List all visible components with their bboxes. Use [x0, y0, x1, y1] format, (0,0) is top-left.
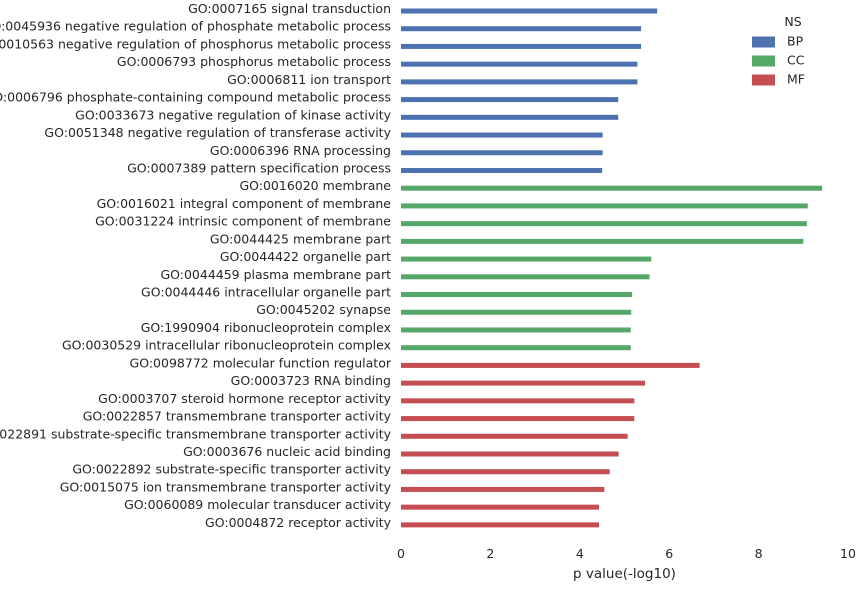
legend: NS BP CC MF — [752, 14, 805, 87]
bar-cc — [401, 309, 632, 315]
bar-cc — [401, 256, 652, 262]
bar-cc — [401, 221, 807, 227]
bar-cc — [401, 327, 631, 333]
category-labels: GO:0007165 signal transduction GO:0045936… — [0, 1, 392, 530]
category-label: GO:0003723 RNA binding — [231, 373, 391, 388]
category-label: GO:0003676 nucleic acid binding — [183, 444, 391, 459]
x-tick-label: 8 — [755, 546, 763, 561]
category-label: GO:0003707 steroid hormone receptor acti… — [98, 391, 391, 406]
category-label: GO:0044446 intracellular organelle part — [141, 285, 391, 300]
bar-cc — [401, 292, 633, 298]
category-label: GO:0022891 substrate-specific transmembr… — [0, 426, 392, 441]
category-label: GO:0030529 intracellular ribonucleoprote… — [62, 338, 391, 353]
bar-cc — [401, 345, 631, 351]
category-label: GO:0016021 integral component of membran… — [97, 196, 392, 211]
bar-cc — [401, 274, 650, 280]
x-axis-ticks: 0 2 4 6 8 10 — [397, 546, 856, 561]
category-label: GO:0016020 membrane — [239, 178, 391, 193]
category-label: GO:0006811 ion transport — [227, 72, 391, 87]
legend-swatch-cc — [752, 55, 775, 67]
category-label: GO:0010563 negative regulation of phosph… — [0, 36, 391, 51]
category-label: GO:0044425 membrane part — [210, 231, 391, 246]
bar-bp — [401, 150, 603, 156]
category-label: GO:0007165 signal transduction — [188, 1, 391, 16]
legend-label-bp: BP — [787, 34, 804, 49]
bar-bp — [401, 8, 658, 14]
bar-mf — [401, 433, 628, 439]
category-label: GO:0098772 molecular function regulator — [130, 355, 392, 370]
bar-mf — [401, 398, 635, 404]
bar-bp — [401, 167, 603, 173]
x-tick-label: 4 — [576, 546, 584, 561]
legend-label-cc: CC — [787, 53, 805, 68]
category-label: GO:0006396 RNA processing — [210, 143, 391, 158]
legend-swatch-mf — [752, 74, 775, 86]
bar-mf — [401, 380, 646, 386]
category-label: GO:0031224 intrinsic component of membra… — [95, 214, 391, 229]
category-label: GO:0060089 molecular transducer activity — [124, 497, 392, 512]
x-axis-title: p value(-log10) — [573, 566, 676, 582]
x-tick-label: 10 — [840, 546, 856, 561]
category-label: GO:0007389 pattern specification process — [127, 160, 391, 175]
category-label: GO:0044459 plasma membrane part — [160, 267, 391, 282]
legend-label-mf: MF — [787, 72, 805, 87]
category-label: GO:0004872 receptor activity — [205, 515, 392, 530]
category-label: GO:1990904 ribonucleoprotein complex — [141, 320, 391, 335]
bar-mf — [401, 451, 619, 457]
category-label: GO:0044422 organelle part — [220, 249, 391, 264]
bar-cc — [401, 203, 808, 209]
bar-mf — [401, 362, 700, 368]
legend-title: NS — [784, 14, 801, 29]
bar-mf — [401, 416, 635, 422]
bar-bp — [401, 61, 638, 67]
bar-mf — [401, 486, 605, 492]
bar-bp — [401, 114, 619, 120]
bar-bp — [401, 97, 619, 103]
x-tick-label: 0 — [397, 546, 405, 561]
category-label: GO:0022892 substrate-specific transporte… — [72, 462, 391, 477]
bar-mf — [401, 522, 600, 528]
category-label: GO:0045936 negative regulation of phosph… — [0, 19, 391, 34]
bar-bp — [401, 79, 638, 85]
x-tick-label: 6 — [665, 546, 673, 561]
category-label: GO:0022857 transmembrane transporter act… — [83, 409, 392, 424]
bar-bp — [401, 43, 642, 49]
category-label: GO:0033673 negative regulation of kinase… — [75, 107, 391, 122]
legend-swatch-bp — [752, 36, 775, 48]
bar-bp — [401, 26, 642, 32]
bar-cc — [401, 185, 823, 191]
bars-layer — [401, 8, 823, 528]
bar-mf — [401, 504, 600, 510]
x-tick-label: 2 — [486, 546, 494, 561]
category-label: GO:0006793 phosphorus metabolic process — [117, 54, 391, 69]
bar-cc — [401, 238, 804, 244]
category-label: GO:0015075 ion transmembrane transporter… — [60, 479, 392, 494]
bar-bp — [401, 132, 603, 138]
category-label: GO:0006796 phosphate-containing compound… — [0, 90, 391, 105]
category-label: GO:0051348 negative regulation of transf… — [44, 125, 391, 140]
bar-mf — [401, 469, 610, 475]
category-label: GO:0045202 synapse — [256, 302, 391, 317]
